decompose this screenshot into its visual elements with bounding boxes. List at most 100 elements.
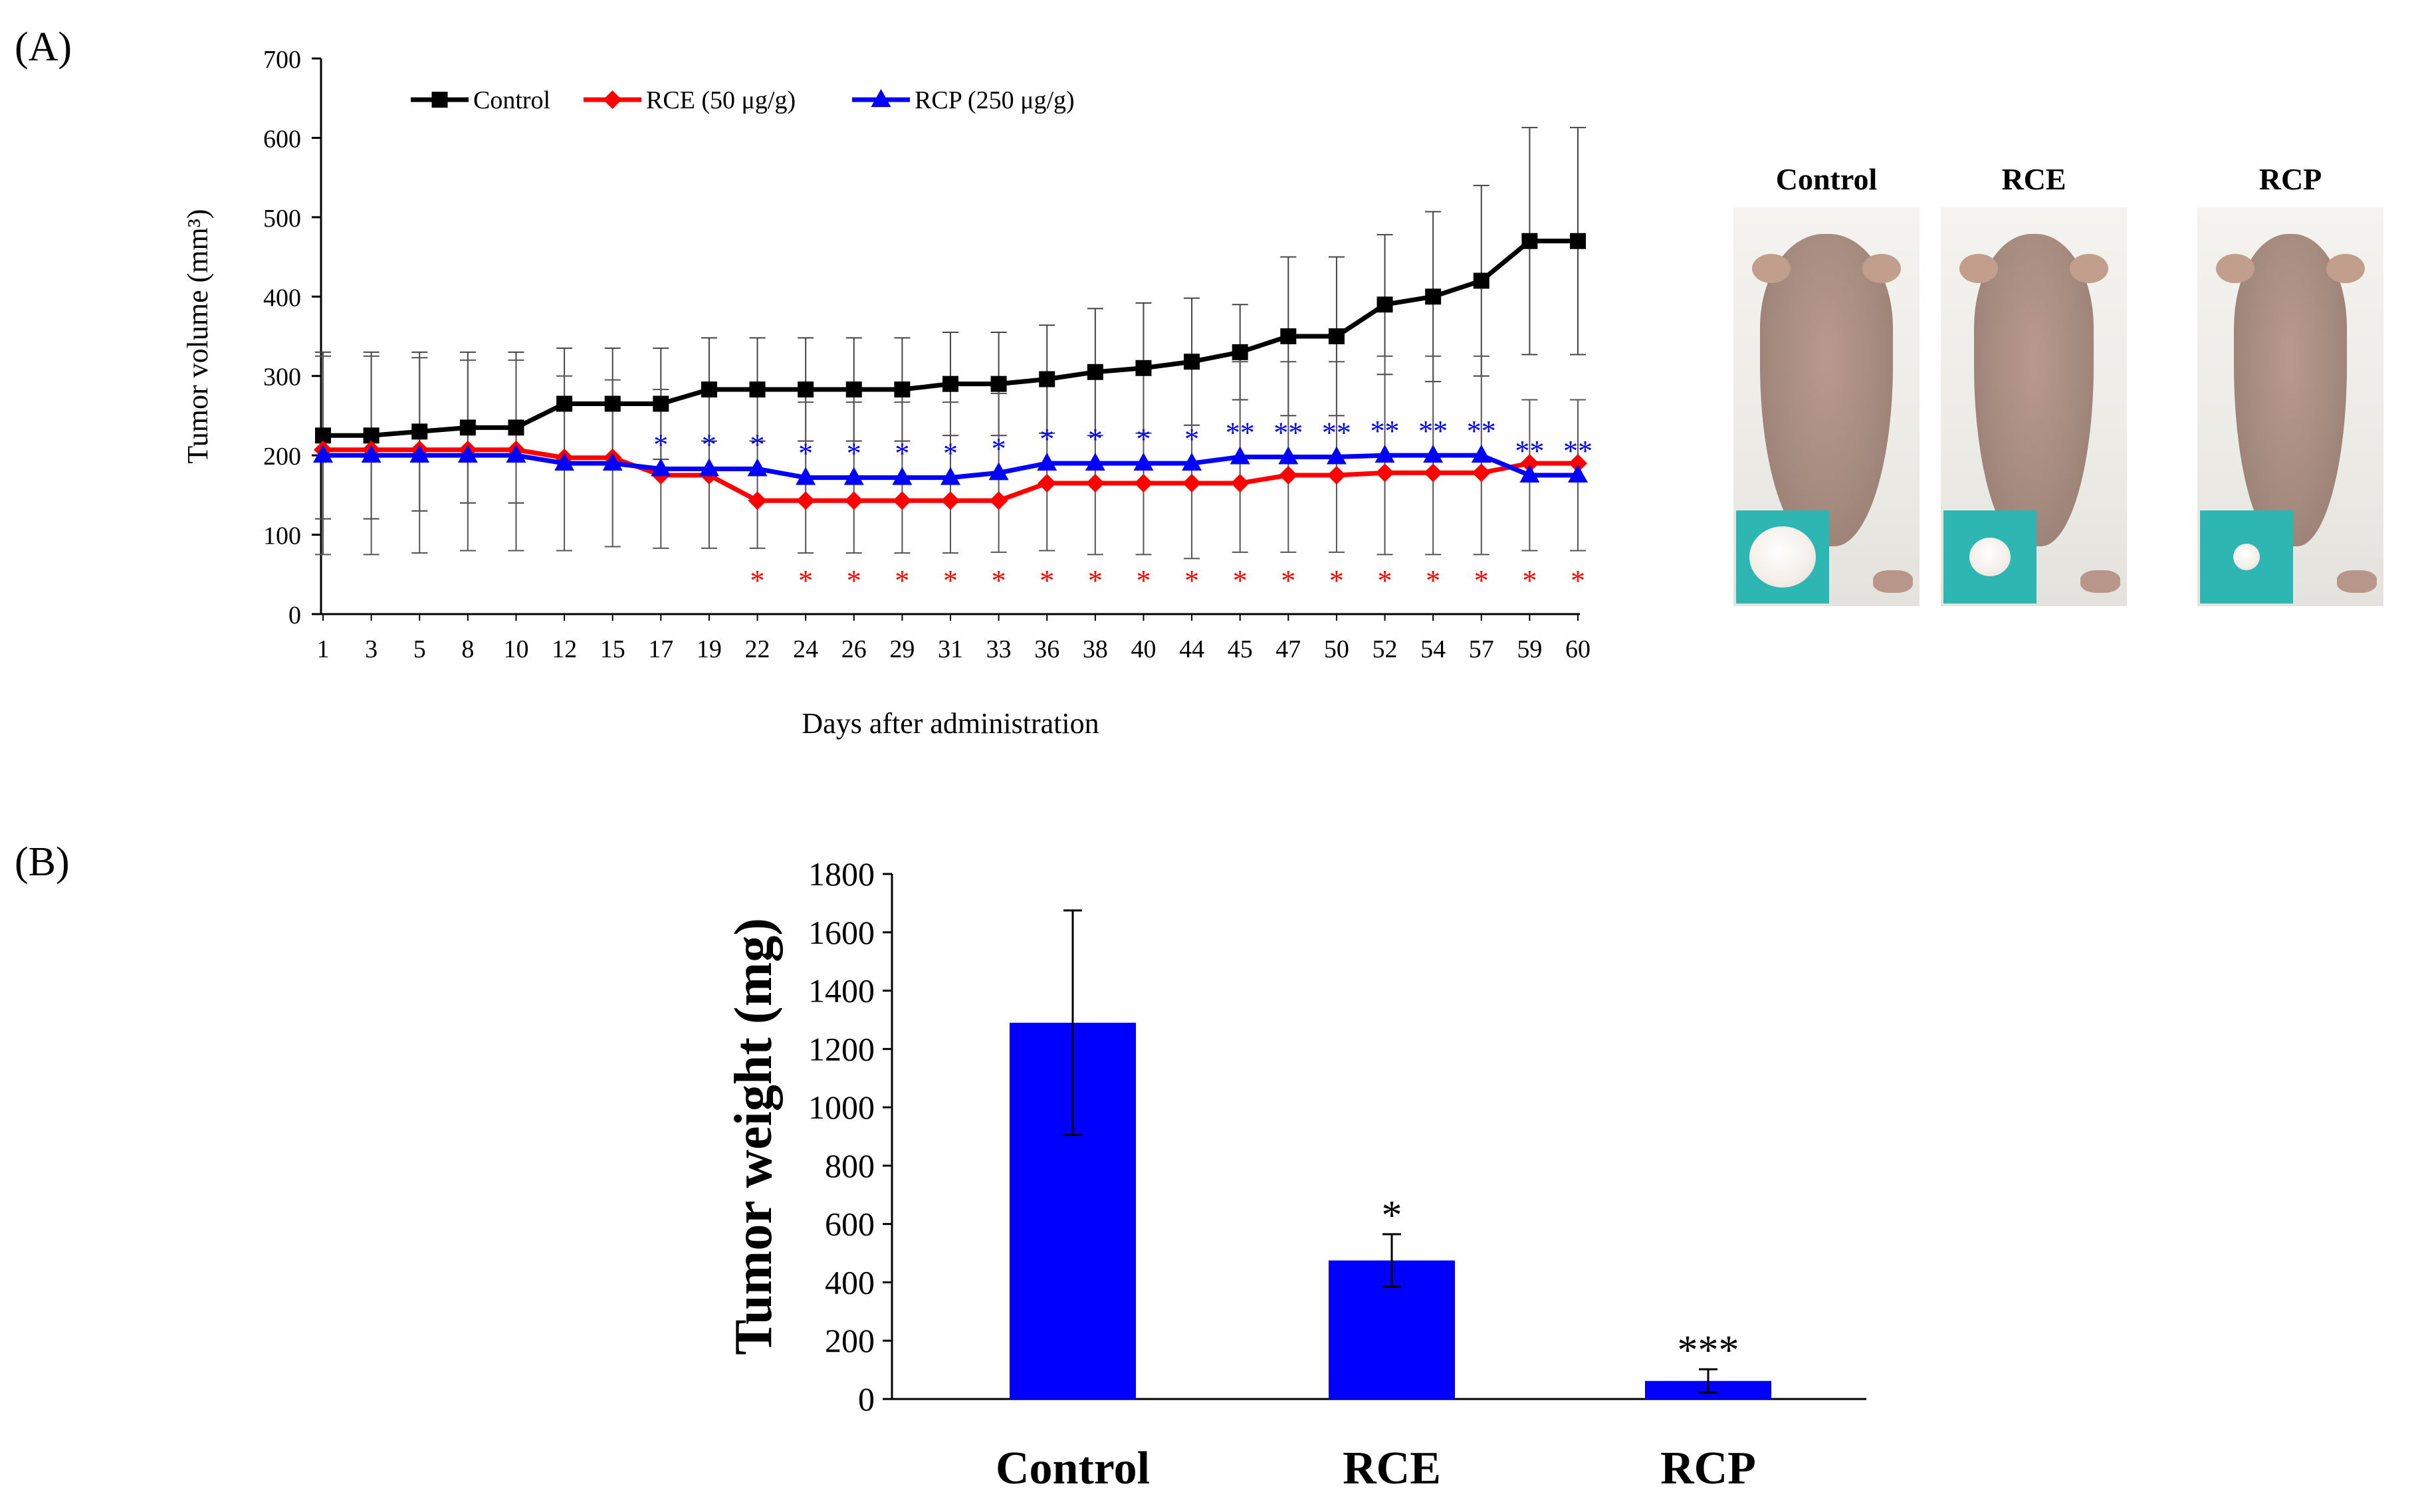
point-rce (796, 491, 816, 510)
bar-significance: * (1382, 1193, 1402, 1238)
y-tick-label: 200 (825, 1322, 875, 1359)
point-rce (1472, 463, 1491, 483)
x-tick-label: 15 (600, 635, 625, 663)
point-control (556, 395, 573, 412)
significance-rcp: ** (1226, 417, 1255, 449)
legend-marker-control (431, 92, 448, 108)
point-rce (893, 491, 912, 510)
point-control (604, 395, 621, 412)
x-tick-label: 29 (889, 635, 915, 663)
x-tick-label: 47 (1275, 635, 1301, 663)
point-rcp (796, 467, 816, 485)
point-rcp (409, 445, 430, 463)
x-tick-label: 17 (648, 635, 673, 663)
tumor-weight-bar-chart: 0 200 400 600 800 1000 1200 1400 1600 1800 Tumor w… (724, 855, 1866, 1494)
point-rce (1182, 473, 1202, 492)
point-control (1328, 328, 1345, 344)
y-tick-label: 100 (263, 522, 301, 550)
point-rce (1230, 473, 1250, 492)
y-tick-label: 1200 (808, 1030, 875, 1067)
significance-rce: * (1571, 564, 1585, 597)
point-control (653, 395, 669, 412)
point-rce (1424, 463, 1443, 483)
x-tick-label: 38 (1083, 635, 1108, 663)
photo-label-rce: RCE (2001, 162, 2066, 196)
significance-rcp: * (1040, 423, 1054, 455)
point-rcp (361, 445, 382, 463)
bar-significance: *** (1678, 1328, 1739, 1373)
point-control (1425, 288, 1442, 305)
x-tick-label: 36 (1034, 635, 1059, 663)
significance-rce: * (1522, 564, 1537, 597)
point-control (1521, 233, 1538, 249)
y-axis-title: Tumor volume (mm³) (181, 209, 214, 463)
significance-rce: * (895, 564, 909, 597)
point-rce (1569, 454, 1587, 473)
y-axis-title: Tumor weight (mg) (724, 918, 783, 1355)
point-rce (1520, 454, 1539, 473)
significance-rce: * (1184, 564, 1199, 597)
x-tick-label: 31 (938, 635, 963, 663)
y-tick-label: 400 (263, 284, 301, 312)
significance-rcp: ** (1418, 415, 1448, 447)
point-rcp (940, 467, 960, 485)
point-rce (844, 491, 863, 510)
point-rce (989, 491, 1008, 510)
point-control (1087, 364, 1103, 380)
significance-rce: * (943, 564, 958, 597)
y-tick-label: 1000 (808, 1089, 875, 1126)
significance-rcp: ** (1563, 435, 1593, 467)
significance-rce: * (1233, 564, 1248, 597)
tumor-inset-rcp (2200, 510, 2293, 603)
panel-b-label: (B) (15, 839, 70, 885)
x-tick-label: 50 (1324, 635, 1349, 663)
y-tick-label: 0 (858, 1380, 875, 1418)
point-rcp (1230, 446, 1250, 465)
point-rcp (1519, 465, 1540, 483)
tumor-volume-line-chart: 0 100 200 300 400 500 600 700 1 3 5 8 10 12 15 17 19 22 24… (181, 46, 1593, 740)
photo-label-rcp: RCP (2258, 162, 2322, 196)
y-tick-label: 600 (825, 1206, 875, 1243)
tumor-inset-rce (1943, 510, 2037, 603)
point-rcp (699, 458, 719, 477)
point-rcp (1326, 446, 1347, 465)
point-control (990, 376, 1007, 392)
point-control (749, 381, 766, 398)
significance-rcp: * (847, 437, 861, 470)
x-axis-title: Days after administration (802, 707, 1099, 740)
significance-rcp: * (702, 428, 716, 461)
x-tick-label: 3 (365, 635, 378, 663)
tumor-inset-control (1736, 510, 1829, 603)
significance-rcp: * (653, 428, 668, 461)
point-rcp (1375, 445, 1395, 463)
point-rcp (1278, 446, 1299, 465)
point-rcp (1568, 465, 1588, 483)
point-control (894, 381, 911, 398)
x-tick-label: 22 (745, 635, 770, 663)
x-tick-label: 24 (793, 635, 818, 663)
point-control (1570, 233, 1586, 249)
point-control (1473, 272, 1489, 289)
point-control (459, 419, 476, 436)
photo-label-control: Control (1775, 162, 1878, 196)
x-tick-label: 44 (1179, 635, 1204, 663)
point-rcp (1471, 445, 1491, 463)
point-rcp (457, 445, 478, 463)
point-rce (748, 491, 767, 510)
point-control (1280, 328, 1297, 344)
significance-rcp: * (895, 437, 909, 470)
mouse-photo-rcp (2197, 207, 2383, 606)
x-category-label: RCE (1343, 1443, 1441, 1494)
point-control (798, 381, 814, 398)
point-control (508, 419, 524, 436)
significance-rce: * (1426, 564, 1440, 597)
y-tick-label: 600 (263, 125, 301, 153)
legend-label-2: RCP (250 μg/g) (915, 86, 1075, 114)
x-tick-label: 40 (1131, 635, 1156, 663)
point-control (1039, 371, 1055, 387)
x-tick-label: 8 (461, 635, 474, 663)
significance-rce: * (750, 564, 765, 597)
point-rcp (1085, 453, 1105, 471)
point-rcp (747, 458, 768, 477)
x-category-label: RCP (1660, 1443, 1756, 1494)
